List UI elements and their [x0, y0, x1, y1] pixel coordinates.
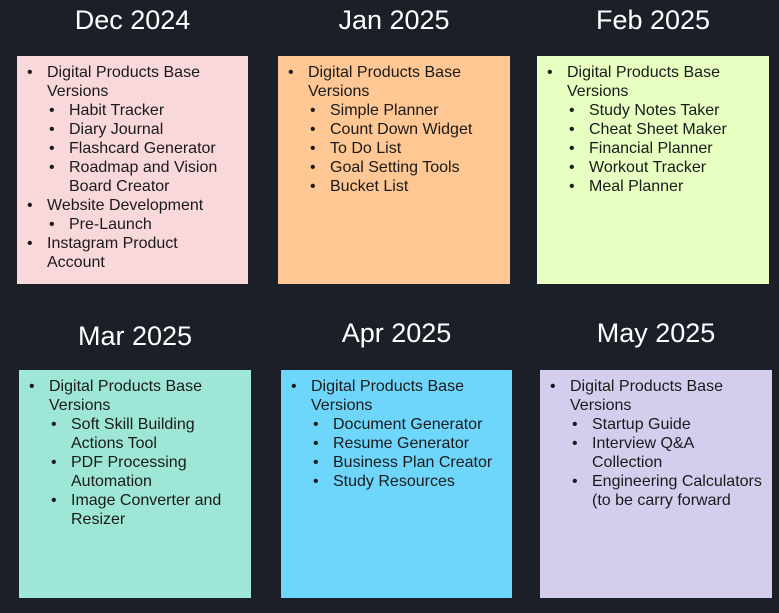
- month-card: Digital Products Base VersionsDocument G…: [281, 370, 512, 598]
- subtopic-item: Workout Tracker: [569, 158, 759, 177]
- month-title: Jan 2025: [338, 5, 450, 35]
- subtopic-item: Habit Tracker: [49, 101, 238, 120]
- topic-list: Digital Products Base VersionsHabit Trac…: [27, 63, 238, 272]
- topic-item: Digital Products Base VersionsDocument G…: [291, 377, 502, 491]
- subtopic-item: Financial Planner: [569, 139, 759, 158]
- subtopic-item: Interview Q&A Collection: [572, 434, 762, 472]
- month-card: Digital Products Base VersionsHabit Trac…: [17, 56, 248, 284]
- subtopic-item: Resume Generator: [313, 434, 502, 453]
- subtopic-item: Goal Setting Tools: [310, 158, 500, 177]
- subtopic-item: Flashcard Generator: [49, 139, 238, 158]
- topic-item: Digital Products Base VersionsSimple Pla…: [288, 63, 500, 196]
- topic-list: Digital Products Base VersionsDocument G…: [291, 377, 502, 491]
- topic-item: Instagram Product Account: [27, 234, 238, 272]
- subtopic-item: Roadmap and Vision Board Creator: [49, 158, 238, 196]
- topic-label: Digital Products Base Versions: [311, 378, 464, 414]
- topic-label: Instagram Product Account: [47, 235, 178, 271]
- subtopic-item: Meal Planner: [569, 177, 759, 196]
- subtopic-item: Simple Planner: [310, 101, 500, 120]
- month-title: Mar 2025: [77, 321, 193, 351]
- topic-list: Digital Products Base VersionsStudy Note…: [547, 63, 759, 196]
- month-column-mar-2025: Mar 2025 Digital Products Base VersionsS…: [19, 300, 251, 598]
- month-column-feb-2025: Feb 2025 Digital Products Base VersionsS…: [537, 0, 769, 285]
- subtopic-item: Study Notes Taker: [569, 101, 759, 120]
- topic-label: Website Development: [47, 197, 204, 214]
- month-column-jan-2025: Jan 2025 Digital Products Base VersionsS…: [278, 0, 510, 285]
- subtopic-list: Simple PlannerCount Down WidgetTo Do Lis…: [308, 101, 500, 196]
- month-column-may-2025: May 2025 Digital Products Base VersionsS…: [540, 300, 772, 598]
- topic-item: Website DevelopmentPre-Launch: [27, 196, 238, 234]
- month-title: Dec 2024: [74, 5, 191, 35]
- month-card: Digital Products Base VersionsStartup Gu…: [540, 370, 772, 598]
- topic-label: Digital Products Base Versions: [47, 64, 200, 100]
- subtopic-item: Pre-Launch: [49, 215, 238, 234]
- subtopic-list: Document GeneratorResume GeneratorBusine…: [311, 415, 502, 491]
- subtopic-item: Study Resources: [313, 472, 502, 491]
- topic-list: Digital Products Base VersionsSoft Skill…: [29, 377, 241, 529]
- subtopic-item: Cheat Sheet Maker: [569, 120, 759, 139]
- subtopic-item: Bucket List: [310, 177, 500, 196]
- subtopic-item: Count Down Widget: [310, 120, 500, 139]
- subtopic-list: Pre-Launch: [47, 215, 238, 234]
- topic-label: Digital Products Base Versions: [567, 64, 720, 100]
- topic-label: Digital Products Base Versions: [570, 378, 723, 414]
- month-title: Feb 2025: [595, 5, 711, 35]
- subtopic-list: Habit TrackerDiary JournalFlashcard Gene…: [47, 101, 238, 196]
- month-title: Apr 2025: [341, 318, 452, 348]
- subtopic-item: Engineering Calculators (to be carry for…: [572, 472, 762, 510]
- month-card: Digital Products Base VersionsSoft Skill…: [19, 370, 251, 598]
- subtopic-item: Startup Guide: [572, 415, 762, 434]
- month-title: May 2025: [596, 318, 716, 348]
- month-column-dec-2024: Dec 2024 Digital Products Base VersionsH…: [17, 0, 248, 285]
- topic-list: Digital Products Base VersionsStartup Gu…: [550, 377, 762, 510]
- topic-label: Digital Products Base Versions: [49, 378, 202, 414]
- topic-item: Digital Products Base VersionsStudy Note…: [547, 63, 759, 196]
- subtopic-list: Study Notes TakerCheat Sheet MakerFinanc…: [567, 101, 759, 196]
- subtopic-list: Startup GuideInterview Q&A CollectionEng…: [570, 415, 762, 510]
- topic-label: Digital Products Base Versions: [308, 64, 461, 100]
- subtopic-item: Soft Skill Building Actions Tool: [51, 415, 241, 453]
- subtopic-item: To Do List: [310, 139, 500, 158]
- subtopic-item: Business Plan Creator: [313, 453, 502, 472]
- topic-item: Digital Products Base VersionsHabit Trac…: [27, 63, 238, 196]
- subtopic-list: Soft Skill Building Actions ToolPDF Proc…: [49, 415, 241, 529]
- subtopic-item: Image Converter and Resizer: [51, 491, 241, 529]
- topic-item: Digital Products Base VersionsSoft Skill…: [29, 377, 241, 529]
- month-column-apr-2025: Apr 2025 Digital Products Base VersionsD…: [281, 300, 512, 598]
- topic-item: Digital Products Base VersionsStartup Gu…: [550, 377, 762, 510]
- month-card: Digital Products Base VersionsStudy Note…: [537, 56, 769, 284]
- subtopic-item: Document Generator: [313, 415, 502, 434]
- subtopic-item: PDF Processing Automation: [51, 453, 241, 491]
- subtopic-item: Diary Journal: [49, 120, 238, 139]
- month-card: Digital Products Base VersionsSimple Pla…: [278, 56, 510, 284]
- topic-list: Digital Products Base VersionsSimple Pla…: [288, 63, 500, 196]
